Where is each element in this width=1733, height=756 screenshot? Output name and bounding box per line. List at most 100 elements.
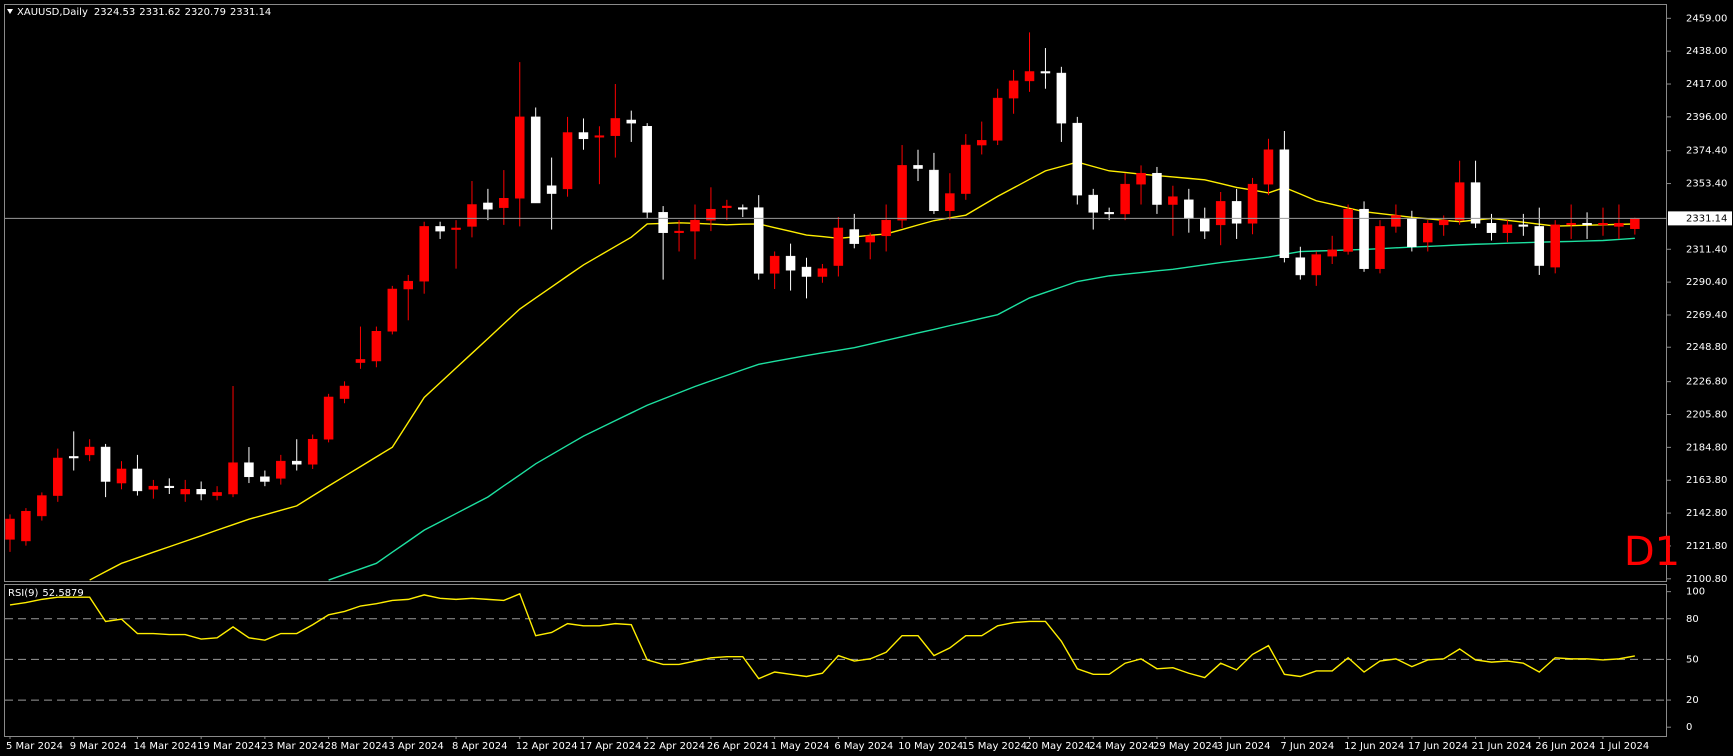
candle-body	[785, 255, 796, 271]
y-tick-label: 2438.00	[1686, 46, 1727, 57]
candle-body	[291, 460, 302, 465]
candle-body	[578, 132, 589, 140]
candle-body	[706, 208, 716, 221]
candle-body	[1311, 254, 1322, 276]
candle-body	[307, 438, 318, 465]
candle-body	[148, 485, 159, 490]
candle-body	[1438, 219, 1449, 226]
candle-body	[467, 204, 477, 227]
candle-body	[961, 144, 971, 194]
x-tick-label: 9 Mar 2024	[70, 741, 127, 752]
candle-body	[1152, 172, 1162, 205]
candle-body	[610, 118, 621, 136]
candle-body	[1327, 249, 1337, 257]
candle-body	[1630, 218, 1640, 229]
moving-average	[328, 237, 1635, 581]
candle-body	[658, 212, 668, 233]
x-tick-label: 19 Mar 2024	[197, 741, 260, 752]
candle-body	[1343, 208, 1353, 252]
candle-body	[1375, 226, 1385, 269]
y-tick-label: 2205.80	[1686, 410, 1727, 421]
candle-body	[1454, 182, 1465, 221]
candle-body	[897, 165, 907, 221]
header-low: 2320.79	[185, 7, 226, 18]
x-tick-label: 28 Mar 2024	[325, 741, 388, 752]
candle-body	[53, 457, 63, 496]
candle-body	[1231, 201, 1242, 224]
candle-body	[738, 207, 748, 210]
moving-average	[89, 161, 1635, 581]
candle-body	[562, 132, 573, 190]
candle-body	[1056, 72, 1067, 124]
y-tick-label: 2417.00	[1686, 79, 1727, 90]
price-label-box	[1668, 211, 1732, 226]
y-tick-label: 2311.40	[1686, 244, 1727, 255]
candle-body	[690, 219, 700, 232]
candle-body	[323, 396, 334, 440]
candle-body	[1088, 194, 1098, 213]
candle-body	[21, 510, 31, 542]
candle-body	[1247, 183, 1258, 224]
candle-body	[1423, 223, 1433, 243]
candle-body	[132, 468, 143, 492]
rsi-current: 52.5879	[42, 588, 83, 599]
candle-body	[1295, 257, 1306, 276]
candle-body	[976, 140, 987, 146]
chart-header: XAUUSD,Daily 2324.53 2331.62 2320.79 2331.14	[17, 7, 271, 18]
y-tick-label: 2163.80	[1686, 475, 1727, 486]
candle-body	[37, 495, 47, 517]
x-tick-label: 23 Mar 2024	[261, 741, 324, 752]
candle-body	[865, 235, 875, 243]
candle-body	[196, 489, 206, 495]
candle-body	[1200, 218, 1210, 232]
x-tick-label: 29 May 2024	[1153, 741, 1218, 752]
price-label: 2331.14	[1686, 213, 1727, 224]
candle-body	[546, 185, 557, 194]
candle-body	[674, 230, 684, 233]
candle-body	[1024, 71, 1035, 82]
x-tick-label: 3 Jun 2024	[1217, 741, 1271, 752]
candle-body	[419, 226, 429, 282]
x-tick-label: 26 Apr 2024	[707, 741, 769, 752]
candle-body	[515, 116, 525, 199]
candle-body	[722, 205, 732, 208]
candle-body	[1518, 224, 1529, 227]
candle-body	[100, 446, 111, 482]
rsi-title: RSI(9)	[8, 588, 39, 599]
main-panel-frame	[4, 4, 1667, 582]
candle-body	[945, 193, 955, 212]
y-tick-label: 2184.80	[1686, 442, 1727, 453]
y-tick-label: 2374.40	[1686, 146, 1727, 157]
candle-body	[1104, 212, 1114, 215]
candle-body	[68, 456, 79, 459]
rsi-header: RSI(9) 52.5879	[8, 588, 84, 599]
axes: 2459.00 2438.00 2417.00 2396.00 2374.40 2353.…	[6, 13, 1732, 752]
y-tick-label: 20	[1686, 695, 1699, 706]
x-tick-label: 8 Apr 2024	[452, 741, 507, 752]
header-close: 2331.14	[230, 7, 271, 18]
candle-body	[594, 135, 605, 138]
candle-body	[276, 460, 286, 479]
candle-body	[1359, 208, 1369, 269]
candle-body	[371, 331, 382, 362]
rsi-plot	[5, 592, 1667, 701]
x-tick-label: 10 May 2024	[898, 741, 963, 752]
candle-body	[913, 165, 923, 169]
candle-body	[530, 116, 541, 204]
candle-body	[1614, 223, 1624, 227]
candle-body	[1486, 223, 1497, 233]
x-tick-label: 14 Mar 2024	[133, 741, 196, 752]
x-tick-label: 1 May 2024	[771, 741, 830, 752]
x-tick-label: 12 Apr 2024	[516, 741, 578, 752]
candle-body	[228, 462, 238, 495]
y-tick-label: 50	[1686, 654, 1699, 665]
candle-body	[1184, 199, 1194, 219]
y-tick-label: 2396.00	[1686, 112, 1727, 123]
timeframe-label: D1	[1624, 529, 1680, 575]
candle-body	[1470, 182, 1481, 224]
candle-body	[339, 385, 350, 399]
candle-body	[435, 226, 445, 232]
